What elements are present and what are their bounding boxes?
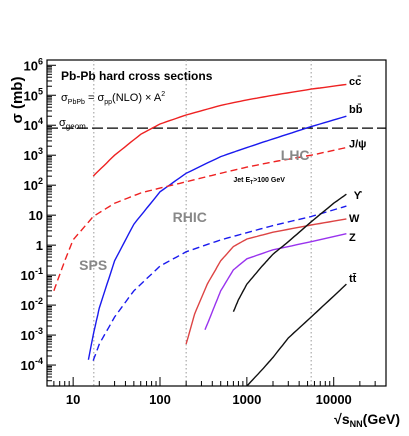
series-label: bb̄ bbox=[349, 104, 363, 116]
series-label: tt̄ bbox=[349, 273, 357, 285]
series-line-2 bbox=[53, 146, 347, 292]
series-line-6 bbox=[232, 193, 347, 312]
y-tick-label: 10 bbox=[29, 208, 43, 223]
x-tick-label: 1000 bbox=[232, 392, 261, 407]
y-tick-label: 104 bbox=[24, 116, 43, 133]
y-tick-label: 1 bbox=[36, 238, 43, 253]
y-tick-label: 102 bbox=[24, 176, 43, 193]
x-tick-label: 10 bbox=[66, 392, 80, 407]
series-label: ϒ bbox=[354, 190, 363, 202]
series-label: cc̄ bbox=[349, 76, 361, 88]
y-tick-label: 10-1 bbox=[21, 266, 43, 283]
x-tick-label: 100 bbox=[149, 392, 171, 407]
plot-frame bbox=[46, 59, 387, 387]
x-tick-label: 10000 bbox=[316, 392, 352, 407]
series-line-4 bbox=[185, 218, 347, 345]
series-line-5 bbox=[204, 233, 347, 331]
series-label: W bbox=[349, 213, 360, 225]
series-line-1 bbox=[87, 115, 347, 360]
energy-label-rhic: RHIC bbox=[173, 209, 207, 225]
series-line-0 bbox=[92, 83, 347, 177]
y-axis-label: σ (mb) bbox=[9, 77, 26, 124]
energy-label-lhc: LHC bbox=[281, 147, 310, 163]
y-tick-label: 105 bbox=[24, 86, 43, 103]
chart-title: Pb-Pb hard cross sections bbox=[61, 69, 213, 83]
series-line-7 bbox=[246, 283, 347, 387]
x-axis-label: √sNN(GeV) bbox=[334, 411, 400, 429]
y-tick-label: 10-2 bbox=[21, 296, 43, 313]
y-tick-label: 103 bbox=[24, 146, 43, 163]
formula-annotation: σPbPb = σpp(NLO) × A2 bbox=[61, 91, 165, 106]
y-tick-label: 106 bbox=[24, 56, 43, 73]
geom-label: σgeom bbox=[59, 117, 86, 131]
series-label: Jet ET>100 GeV bbox=[233, 177, 285, 186]
y-tick-label: 10-4 bbox=[21, 356, 43, 373]
series-label: J/ψ bbox=[349, 139, 366, 151]
energy-label-sps: SPS bbox=[79, 257, 107, 273]
series-line-3 bbox=[92, 205, 347, 361]
y-tick-label: 10-3 bbox=[21, 326, 43, 343]
series-label: Z bbox=[349, 232, 356, 244]
